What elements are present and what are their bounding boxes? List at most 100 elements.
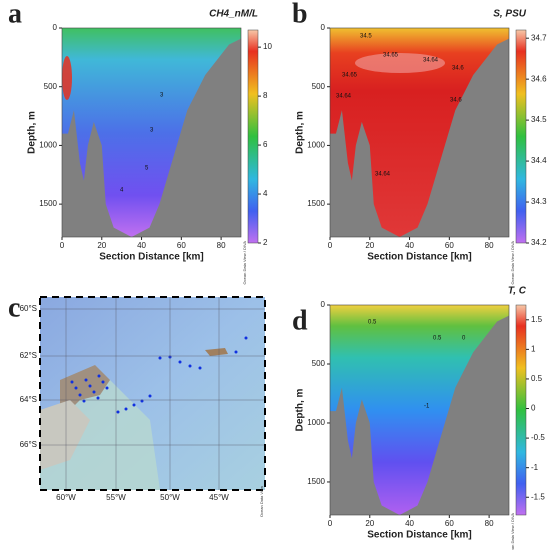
colorbar-title: CH4_nM/L: [209, 9, 258, 20]
lat-label: 66°S: [20, 440, 37, 449]
colorbar-tick-label: 34.4: [531, 156, 547, 165]
y-tick-label: 1500: [307, 199, 325, 208]
land: [205, 348, 228, 356]
contour-label: 0.5: [368, 320, 377, 326]
colorbar-tick-label: 1: [531, 344, 536, 353]
contour-label: 34.64: [423, 58, 439, 64]
watermark: Ocean Data View / DIVA: [510, 241, 515, 285]
y-tick-label: 0: [321, 23, 326, 32]
x-tick-label: 80: [485, 519, 494, 528]
y-tick-label: 500: [44, 82, 58, 91]
hotspot: [62, 56, 72, 100]
colorbar-tick-label: 34.3: [531, 197, 547, 206]
colorbar-tick-label: 1.5: [531, 315, 543, 324]
colorbar-tick-label: 0: [531, 404, 536, 413]
contour-label: 34.6: [452, 66, 464, 72]
map-frame: [39, 296, 266, 491]
lon-label: 55°W: [106, 493, 126, 502]
plot-frame: [61, 27, 242, 238]
y-tick-label: 1000: [307, 141, 325, 150]
x-tick-label: 0: [60, 241, 65, 250]
contour-label: 34.5: [360, 34, 372, 40]
y-tick-label: 0: [53, 23, 58, 32]
x-tick-label: 60: [445, 519, 454, 528]
colorbar-tick-label: 34.7: [531, 33, 547, 42]
map: [39, 296, 266, 491]
colorbar-title: T, C: [508, 286, 527, 297]
colorbar-tick-label: 4: [263, 189, 268, 198]
x-tick-label: 80: [485, 241, 494, 250]
y-tick-label: 1500: [307, 477, 325, 486]
contour-label: 3: [150, 128, 154, 134]
section-field: [330, 28, 509, 237]
plot-frame: [329, 27, 510, 238]
x-tick-label: 20: [365, 241, 374, 250]
x-tick-label: 60: [177, 241, 186, 250]
graticule: [40, 297, 265, 490]
x-tick-label: 40: [405, 519, 414, 528]
stations: [70, 336, 248, 414]
x-tick-label: 0: [328, 241, 333, 250]
lat-label: 64°S: [20, 395, 37, 404]
x-tick-label: 0: [328, 519, 333, 528]
colorbar-tick-label: -0.5: [531, 433, 545, 442]
maximum: [355, 53, 445, 73]
land: [40, 400, 90, 470]
panel-letter: a: [8, 0, 22, 29]
contour-label: 34.65: [383, 53, 399, 59]
contour-label: 3: [160, 93, 164, 99]
lat-label: 60°S: [20, 304, 37, 313]
y-tick-label: 1000: [307, 418, 325, 427]
y-tick-label: 1500: [39, 199, 57, 208]
plot-frame: [329, 304, 510, 516]
contour-label: 34.6: [450, 98, 462, 104]
colorbar: [515, 304, 527, 516]
lon-label: 45°W: [209, 493, 229, 502]
contour-label: 34.65: [342, 73, 358, 79]
contour-label: 5: [145, 166, 149, 172]
contour-label: 34.64: [375, 172, 391, 178]
colorbar-tick-label: 0.5: [531, 374, 543, 383]
x-tick-label: 40: [405, 241, 414, 250]
x-tick-label: 40: [137, 241, 146, 250]
colorbar-title: S, PSU: [493, 9, 527, 20]
y-tick-label: 0: [321, 300, 326, 309]
y-tick-label: 1000: [39, 141, 57, 150]
x-tick-label: 20: [97, 241, 106, 250]
colorbar: [515, 29, 527, 244]
colorbar-tick-label: 8: [263, 91, 268, 100]
watermark: Ocean Data View / DIVA: [242, 241, 247, 285]
x-tick-label: 80: [217, 241, 226, 250]
x-axis-label: Section Distance [km]: [367, 252, 471, 263]
colorbar-tick-label: 34.6: [531, 74, 547, 83]
colorbar-tick-label: 34.5: [531, 115, 547, 124]
panel-letter: d: [292, 305, 308, 336]
colorbar: [247, 29, 259, 244]
lon-label: 50°W: [160, 493, 180, 502]
colorbar-tick-label: -1.5: [531, 492, 545, 501]
colorbar-tick-label: 6: [263, 140, 268, 149]
contour-label: -1: [424, 404, 430, 410]
y-tick-label: 500: [312, 82, 326, 91]
colorbar-tick-label: -1: [531, 463, 539, 472]
watermark: Ocean Data View / DIVA: [510, 513, 515, 550]
x-axis-label: Section Distance [km]: [99, 252, 203, 263]
y-axis-label: Depth, m: [295, 111, 306, 154]
y-axis-label: Depth, m: [295, 389, 306, 432]
lon-label: 60°W: [56, 493, 76, 502]
section-field: [330, 305, 509, 515]
contour-label: 4: [120, 188, 124, 194]
panel-letter: c: [8, 292, 20, 323]
colorbar-tick-label: 10: [263, 42, 272, 51]
panel-letter: b: [292, 0, 308, 29]
contour-label: 0.5: [433, 336, 442, 342]
section-field: [62, 28, 241, 237]
x-tick-label: 60: [445, 241, 454, 250]
watermark: Ocean Data View: [259, 486, 264, 517]
y-tick-label: 500: [312, 359, 326, 368]
colorbar-tick-label: 2: [263, 238, 268, 247]
colorbar-tick-label: 34.2: [531, 238, 547, 247]
lat-label: 62°S: [20, 351, 37, 360]
contour-label: 34.64: [336, 94, 352, 100]
